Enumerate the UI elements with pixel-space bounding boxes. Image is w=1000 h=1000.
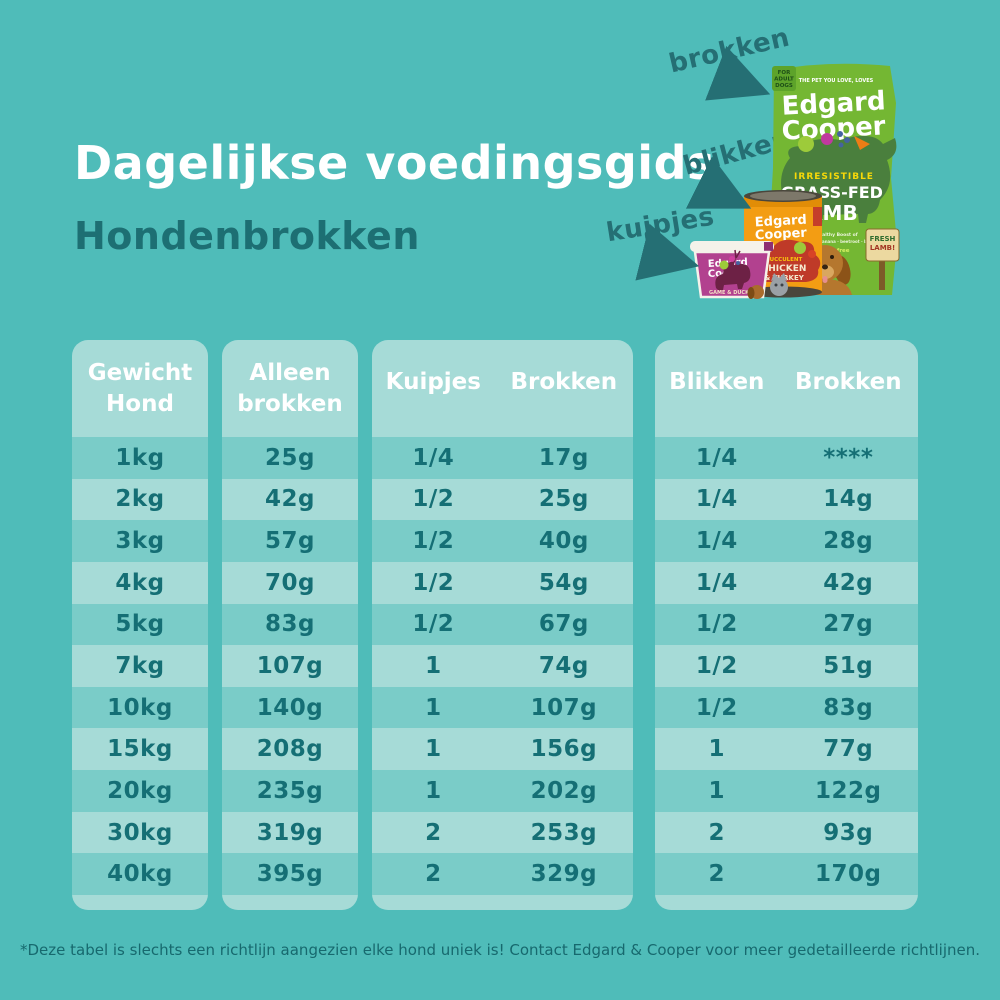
table-row: 2 93g (708, 819, 874, 846)
apple-icon (798, 136, 814, 152)
bag-flavor-intro: IRRESISTIBLE (794, 172, 874, 182)
table-row: 395g (222, 853, 358, 896)
tomato-icon (808, 250, 816, 258)
table-row: 1/2 54g (412, 569, 589, 596)
table-row: 1/2 83g (655, 686, 918, 729)
dry-rows: 25g 42g 57g 70g 83g 107g 140g 208g 235g … (222, 437, 358, 896)
table-row: 30kg (107, 819, 173, 846)
sign-line2: LAMB! (870, 244, 895, 252)
column-header-cans: Blikken Brokken (669, 369, 902, 395)
column-header-tubs: Kuipjes Brokken (385, 369, 618, 395)
table-row: 40kg (72, 853, 208, 896)
weight-column-panel: Gewicht Hond 1kg 2kg 3kg 4kg 5kg 7kg 10k… (72, 340, 208, 910)
tubs-panel: Kuipjes Brokken 1/4 17g 1/2 25g 1/2 40g 1/2… (372, 340, 633, 910)
table-row: 3kg (72, 520, 208, 562)
table-row: 2 329g (372, 853, 633, 896)
can-flavor-line1: CHICKEN (762, 264, 807, 274)
tub-flavor: GAME & DUCK (709, 290, 750, 296)
table-row: 5kg (72, 603, 208, 646)
bag-brand-line1: Edgard (781, 86, 886, 121)
table-row: 1 202g (372, 770, 633, 812)
table-row: 235g (222, 770, 358, 812)
page-subtitle: Hondenbrokken (74, 214, 420, 258)
page-title: Dagelijkse voedingsgids (74, 136, 715, 190)
table-row: 1 156g (425, 736, 598, 763)
table-row: 42g (265, 486, 315, 513)
blueberry-icon (844, 137, 850, 143)
apple-icon (794, 242, 806, 254)
can-brand-line1: Edgard (754, 213, 807, 231)
table-row: 20kg (72, 770, 208, 812)
column-header-weight: Gewicht Hond (87, 360, 193, 417)
can-flavor-intro: SUCCULENT (766, 257, 803, 263)
table-row: 7kg (115, 653, 165, 680)
table-row: 2 170g (655, 853, 918, 896)
table-row: 1/2 67g (372, 603, 633, 646)
table-row: 1/2 25g (412, 486, 589, 513)
can-brand-line2: Cooper (754, 226, 807, 244)
bag-boost-text: A Healthy Boost of (810, 232, 857, 238)
table-row: 1 107g (372, 686, 633, 729)
weight-rows: 1kg 2kg 3kg 4kg 5kg 7kg 10kg 15kg 20kg 3… (72, 437, 208, 896)
table-row: 1/4 17g (372, 437, 633, 479)
table-row: 208g (256, 736, 324, 763)
bag-tagline: THE PET YOU LOVE, LOVES (799, 78, 874, 84)
table-row: 1/2 40g (372, 520, 633, 562)
arrow-brokken (705, 45, 771, 101)
bag-badge-line3: DOGS (775, 83, 793, 89)
beet-icon (821, 133, 833, 145)
table-row: 1kg (72, 437, 208, 479)
table-row: 83g (222, 603, 358, 646)
table-row: 1/4 **** (655, 437, 918, 479)
table-row: 1/4 42g (695, 569, 874, 596)
bag-badge-line2: ADULT (774, 77, 794, 83)
arrow-kuipjes (635, 223, 700, 281)
table-row: 1 74g (425, 653, 589, 680)
table-row: 140g (222, 686, 358, 729)
table-row: 15kg (107, 736, 173, 763)
blueberry-icon (837, 131, 843, 137)
table-row: 1/4 28g (655, 520, 918, 562)
table-row: 2 253g (425, 819, 598, 846)
table-row: 2kg (115, 486, 165, 513)
sign-line1: FRESH (870, 235, 896, 243)
table-row: 107g (256, 653, 324, 680)
carrot-icon (854, 136, 870, 150)
apple-icon (719, 260, 729, 270)
blueberry-icon (838, 142, 844, 148)
table-row: 1 122g (655, 770, 918, 812)
cat-illustration (770, 273, 788, 296)
fresh-lamb-sign: FRESH LAMB! (865, 228, 900, 290)
cans-rows: 1/4 **** 1/4 14g 1/4 28g 1/4 42g 1/2 27g 1/2 5… (655, 437, 918, 896)
tubs-rows: 1/4 17g 1/2 25g 1/2 40g 1/2 54g 1/2 67g 1 74g … (372, 437, 633, 896)
table-row: 1/2 51g (695, 653, 874, 680)
table-row: 319g (256, 819, 324, 846)
bag-ingredients-text: peas · broccoli · banana · beetroot · bl… (782, 239, 886, 244)
blueberry-icon (736, 261, 740, 265)
table-row: 70g (265, 569, 315, 596)
table-row: 4kg (115, 569, 165, 596)
table-row: 1/4 14g (695, 486, 874, 513)
column-header-dry: Alleen brokken (237, 360, 343, 417)
footnote: *Deze tabel is slechts een richtlijn aan… (19, 941, 981, 959)
table-row: 1/2 27g (655, 603, 918, 646)
arrow-blikken (685, 156, 752, 209)
table-row: 57g (222, 520, 358, 562)
tub-image: Edgard Cooper GAME & DUCK (690, 241, 774, 299)
table-row: 1 77g (708, 736, 874, 763)
dry-only-panel: Alleen brokken 25g 42g 57g 70g 83g 107g … (222, 340, 358, 910)
cans-panel: Blikken Brokken 1/4 **** 1/4 14g 1/4 28g 1/… (655, 340, 918, 910)
berry-icon (729, 256, 735, 262)
table-row: 25g (222, 437, 358, 479)
product-packshots: FOR ADULT DOGS THE PET YOU LOVE, LOVES E… (635, 45, 900, 299)
table-row: 10kg (72, 686, 208, 729)
bag-badge-line1: FOR (778, 70, 791, 76)
